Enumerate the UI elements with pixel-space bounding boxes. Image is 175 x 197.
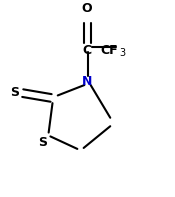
- Text: 3: 3: [119, 48, 125, 58]
- Text: C: C: [82, 44, 92, 57]
- Text: S: S: [10, 86, 19, 99]
- Text: S: S: [38, 136, 47, 149]
- Text: O: O: [82, 2, 92, 15]
- Text: CF: CF: [100, 44, 118, 57]
- Text: N: N: [82, 75, 92, 88]
